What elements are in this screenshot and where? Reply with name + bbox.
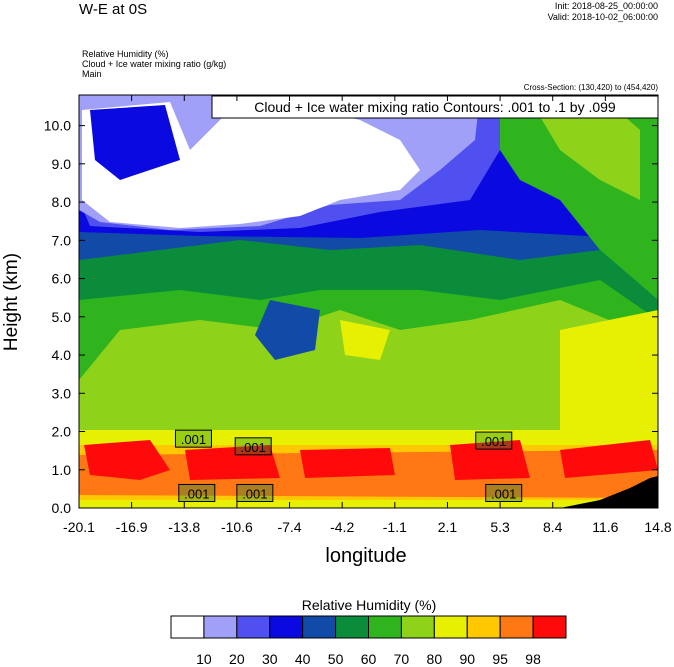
contour-label-box [236, 483, 274, 502]
y-tick-label: 5.0 [52, 309, 72, 325]
x-tick-label: 11.6 [592, 519, 618, 535]
rh-blob-50 [255, 300, 320, 360]
x-tick-label: -7.4 [277, 519, 301, 535]
x-tick-label: 8.4 [543, 519, 563, 535]
contour-label: .001 [174, 429, 212, 448]
x-tick-label: -4.2 [330, 519, 354, 535]
colorbar-swatch [236, 615, 271, 639]
y-tick-label: 3.0 [52, 385, 72, 401]
rh-field [79, 95, 658, 508]
contour-label-box [485, 483, 523, 502]
contour-label-box [234, 437, 272, 456]
rh-band-90-east [560, 310, 658, 440]
contour-label-text: .001 [491, 486, 516, 501]
contour-label: .001 [234, 437, 272, 456]
contour-label-box [174, 429, 212, 448]
colorbar-swatch [203, 615, 238, 639]
contour-label-text: .001 [184, 486, 209, 501]
contour-label: .001 [178, 483, 216, 502]
y-tick-label: 0.0 [52, 500, 72, 516]
colorbar-swatch [170, 615, 205, 639]
contour-label: .001 [485, 483, 523, 502]
colorbar-swatch [532, 615, 567, 639]
contour-title: Cloud + Ice water mixing ratio Contours:… [254, 99, 616, 115]
colorbar-swatch [368, 615, 402, 639]
init-time: Init: 2018-08-25_00:00:00 [554, 1, 658, 11]
contour-labels: .001 .001 .001 .001 .001 .001 [174, 429, 523, 502]
y-axis: 0.0 1.0 2.0 3.0 4.0 5.0 6.0 7.0 8.0 9.0 10.0 [44, 118, 658, 516]
contour-label-text: .001 [481, 434, 506, 449]
contour-title-box [211, 95, 659, 119]
colorbar-level-label: 30 [262, 651, 278, 667]
rh-blob-90 [340, 320, 390, 360]
colorbar-level-label: 70 [394, 651, 410, 667]
colorbar-swatch [466, 615, 501, 639]
plot-frame [78, 94, 659, 509]
terrain [560, 476, 658, 508]
colorbar-swatch [269, 615, 304, 639]
colorbar-level-label: 40 [295, 651, 311, 667]
contour-label-box [475, 431, 513, 450]
rh-blob-40 [90, 105, 180, 180]
x-tick-label: -1.1 [383, 519, 407, 535]
contour-label: .001 [236, 483, 274, 502]
colorbar-swatch [302, 615, 337, 639]
y-tick-label: 4.0 [52, 347, 72, 363]
colorbar-level-label: 90 [459, 651, 475, 667]
y-tick-label: 10.0 [44, 118, 71, 134]
y-tick-label: 7.0 [52, 232, 72, 248]
x-axis: -20.1 -16.9 -13.8 -10.6 -7.4 -4.2 -1.1 2.1 5.3 8.… [63, 95, 672, 535]
colorbar-legend: 10 20 30 40 50 60 70 80 90 95 98 [170, 615, 567, 667]
colorbar-swatch [433, 615, 468, 639]
x-tick-label: 14.8 [644, 519, 671, 535]
colorbar-level-label: 98 [525, 651, 541, 667]
y-tick-label: 6.0 [52, 271, 72, 287]
y-tick-label: 8.0 [52, 194, 72, 210]
colorbar-level-label: 95 [492, 651, 508, 667]
x-tick-label: -20.1 [63, 519, 95, 535]
y-tick-label: 2.0 [52, 424, 72, 440]
contour-label-text: .001 [241, 440, 266, 455]
valid-time: Valid: 2018-10-02_06:00:00 [547, 12, 658, 22]
x-axis-label: longitude [325, 545, 406, 567]
colorbar-level-label: 10 [196, 651, 212, 667]
field-main: Main [82, 69, 102, 79]
time-info: Init: 2018-08-25_00:00:00 Valid: 2018-10… [548, 1, 658, 23]
plot-title: W-E at 0S [79, 1, 148, 18]
x-tick-label: -16.9 [116, 519, 148, 535]
y-tick-label: 1.0 [52, 462, 72, 478]
field-rh: Relative Humidity (%) [82, 49, 169, 59]
colorbar-level-label: 80 [427, 651, 443, 667]
x-tick-label: -10.6 [221, 519, 253, 535]
y-tick-label: 9.0 [52, 156, 72, 172]
rh-blob-max [84, 440, 658, 480]
contour-label-text: .001 [181, 432, 206, 447]
x-tick-label: 5.3 [490, 519, 510, 535]
x-tick-label: 2.1 [438, 519, 458, 535]
contour-label-box [178, 483, 216, 502]
y-axis-label: Height (km) [1, 253, 22, 351]
contour-label: .001 [475, 431, 513, 450]
rh-band-80-upper [530, 95, 640, 200]
colorbar-level-label: 50 [328, 651, 344, 667]
colorbar-swatch [335, 615, 370, 639]
x-tick-label: -13.8 [168, 519, 200, 535]
legend-title: Relative Humidity (%) [302, 597, 437, 613]
field-list: Relative Humidity (%) Cloud + Ice water … [82, 49, 226, 79]
colorbar-swatch [400, 615, 435, 639]
colorbar-level-label: 20 [229, 651, 245, 667]
contour-label-text: .001 [242, 486, 267, 501]
colorbar-swatch [499, 615, 534, 639]
cross-section-label: Cross-Section: (130,420) to (454,420) [523, 83, 658, 92]
field-cloud: Cloud + Ice water mixing ratio (g/kg) [82, 59, 227, 69]
colorbar-level-label: 60 [361, 651, 377, 667]
